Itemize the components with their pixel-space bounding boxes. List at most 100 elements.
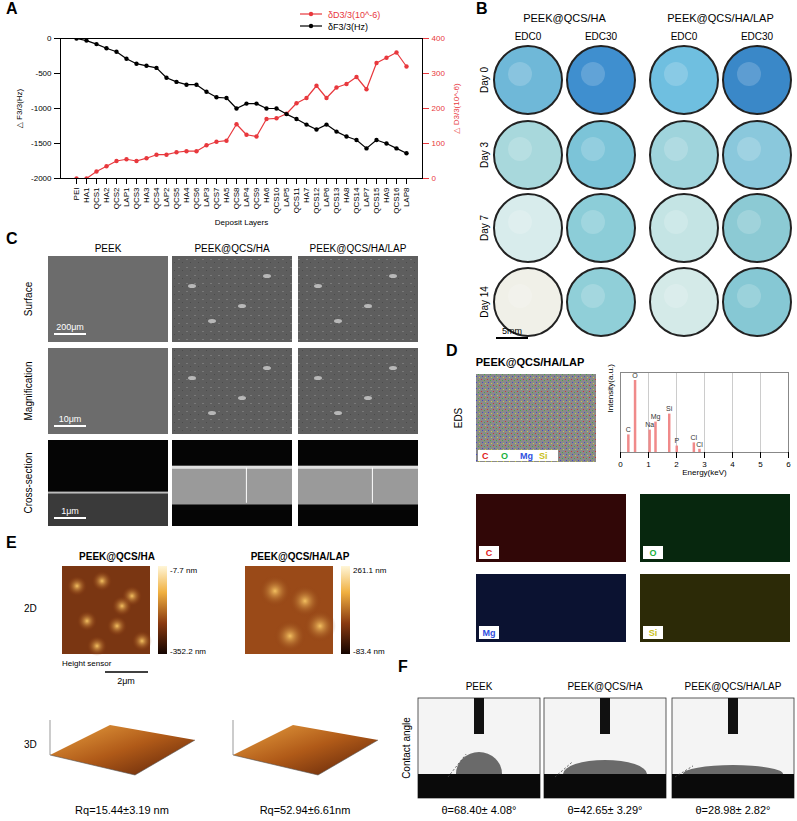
svg-text:HA2: HA2 [102,187,111,203]
svg-text:QCS11: QCS11 [292,187,301,213]
svg-text:5mm: 5mm [502,326,522,336]
svg-text:0: 0 [618,460,623,469]
svg-text:F: F [398,658,408,675]
svg-text:O: O [649,548,656,558]
svg-text:HA5: HA5 [222,187,231,203]
svg-text:Si: Si [649,628,658,638]
svg-text:PEEK@QCS/HA/LAP: PEEK@QCS/HA/LAP [476,356,585,368]
svg-text:δD3/3(10^-6): δD3/3(10^-6) [328,10,380,20]
svg-text:-1000: -1000 [31,104,52,113]
svg-text:HA3: HA3 [142,187,151,203]
svg-text:PEI: PEI [72,188,81,201]
svg-text:QCS10: QCS10 [272,187,281,214]
svg-text:0: 0 [432,174,437,183]
svg-text:EDC30: EDC30 [741,31,774,42]
svg-text:-2000: -2000 [31,174,52,183]
svg-text:EDC30: EDC30 [585,31,618,42]
svg-text:4: 4 [730,460,735,469]
svg-text:Na: Na [645,421,654,428]
svg-text:QCS5: QCS5 [172,187,181,209]
svg-text:PEEK: PEEK [95,243,122,254]
svg-text:HA8: HA8 [342,187,351,203]
svg-text:QCS6: QCS6 [192,187,201,209]
svg-text:2: 2 [674,460,679,469]
svg-text:QCS16: QCS16 [392,187,401,214]
svg-text:LAP7: LAP7 [362,187,371,207]
svg-text:QCS7: QCS7 [212,187,221,209]
svg-text:10μm: 10μm [59,414,82,424]
svg-text:θ=68.40± 4.08°: θ=68.40± 4.08° [442,804,517,816]
svg-text:QCS8: QCS8 [232,187,241,209]
svg-text:Intensity(a.u.): Intensity(a.u.) [606,364,615,413]
svg-text:-500: -500 [35,69,52,78]
svg-text:Height sensor: Height sensor [62,659,112,668]
svg-text:C: C [626,426,631,433]
svg-text:PEEK@QCS/HA: PEEK@QCS/HA [194,243,270,254]
svg-text:Mg: Mg [520,451,533,461]
svg-text:△ F3/3(Hz): △ F3/3(Hz) [15,88,24,128]
svg-text:QCS4: QCS4 [152,187,161,209]
svg-text:0: 0 [47,34,52,43]
svg-text:QCS13: QCS13 [332,187,341,214]
svg-text:P: P [674,437,679,444]
svg-text:δF3/3(Hz): δF3/3(Hz) [328,22,368,32]
svg-text:Energy(keV): Energy(keV) [682,468,727,477]
svg-text:Deposit Layers: Deposit Layers [215,218,268,227]
svg-text:PEEK@QCS/HA/LAP: PEEK@QCS/HA/LAP [310,243,407,254]
svg-text:Si: Si [539,451,548,461]
svg-text:-352.2 nm: -352.2 nm [170,647,206,656]
svg-text:O: O [632,372,638,379]
svg-text:HA6: HA6 [262,187,271,203]
svg-text:400: 400 [432,34,446,43]
svg-text:LAP8: LAP8 [402,187,411,207]
svg-text:B: B [476,0,488,17]
svg-text:QCS15: QCS15 [372,187,381,214]
svg-text:Contact angle: Contact angle [401,717,412,779]
svg-text:Cross-section: Cross-section [23,452,34,513]
svg-text:PEEK: PEEK [466,681,493,692]
svg-text:LAP3: LAP3 [202,187,211,207]
svg-text:θ=42.65± 3.29°: θ=42.65± 3.29° [568,804,643,816]
svg-text:3D: 3D [24,739,37,750]
svg-text:-7.7 nm: -7.7 nm [170,566,197,575]
svg-text:O: O [501,451,508,461]
svg-text:HA7: HA7 [302,187,311,203]
svg-text:LAP2: LAP2 [162,187,171,207]
svg-text:100: 100 [432,139,446,148]
svg-text:Rq=52.94±6.61nm: Rq=52.94±6.61nm [260,804,351,816]
svg-text:QCS2: QCS2 [112,187,121,209]
svg-text:QCS9: QCS9 [252,187,261,209]
svg-text:5: 5 [758,460,763,469]
svg-text:QCS12: QCS12 [312,187,321,214]
svg-text:QCS1: QCS1 [92,187,101,209]
svg-text:LAP4: LAP4 [242,187,251,207]
svg-text:Rq=15.44±3.19 nm: Rq=15.44±3.19 nm [75,804,169,816]
svg-text:PEEK@QCS/HA: PEEK@QCS/HA [523,12,606,24]
svg-text:C: C [482,451,489,461]
svg-text:EDS: EDS [453,407,464,428]
svg-text:D: D [446,342,458,359]
svg-text:PEEK@QCS/HA/LAP: PEEK@QCS/HA/LAP [251,551,350,562]
svg-text:Si: Si [666,405,673,412]
svg-text:HA9: HA9 [382,187,391,203]
svg-text:-83.4 nm: -83.4 nm [353,647,385,656]
svg-text:LAP1: LAP1 [122,187,131,207]
svg-text:PEEK@QCS/HA: PEEK@QCS/HA [567,681,643,692]
svg-text:-1500: -1500 [31,139,52,148]
svg-text:1: 1 [646,460,651,469]
svg-text:Day 7: Day 7 [479,215,490,242]
svg-text:2μm: 2μm [117,676,135,686]
svg-text:HA1: HA1 [82,187,91,203]
svg-text:PEEK@QCS/HA/LAP: PEEK@QCS/HA/LAP [667,12,774,24]
svg-text:HA4: HA4 [182,187,191,203]
svg-text:200: 200 [432,104,446,113]
svg-text:A: A [6,0,18,17]
svg-text:Day 0: Day 0 [479,67,490,94]
svg-text:EDC0: EDC0 [671,31,698,42]
svg-text:PEEK@QCS/HA/LAP: PEEK@QCS/HA/LAP [685,681,782,692]
svg-text:2D: 2D [24,603,37,614]
svg-text:θ=28.98± 2.82°: θ=28.98± 2.82° [696,804,771,816]
svg-text:Mg: Mg [483,628,496,638]
svg-text:1μm: 1μm [61,506,79,516]
svg-text:QCS14: QCS14 [352,187,361,214]
